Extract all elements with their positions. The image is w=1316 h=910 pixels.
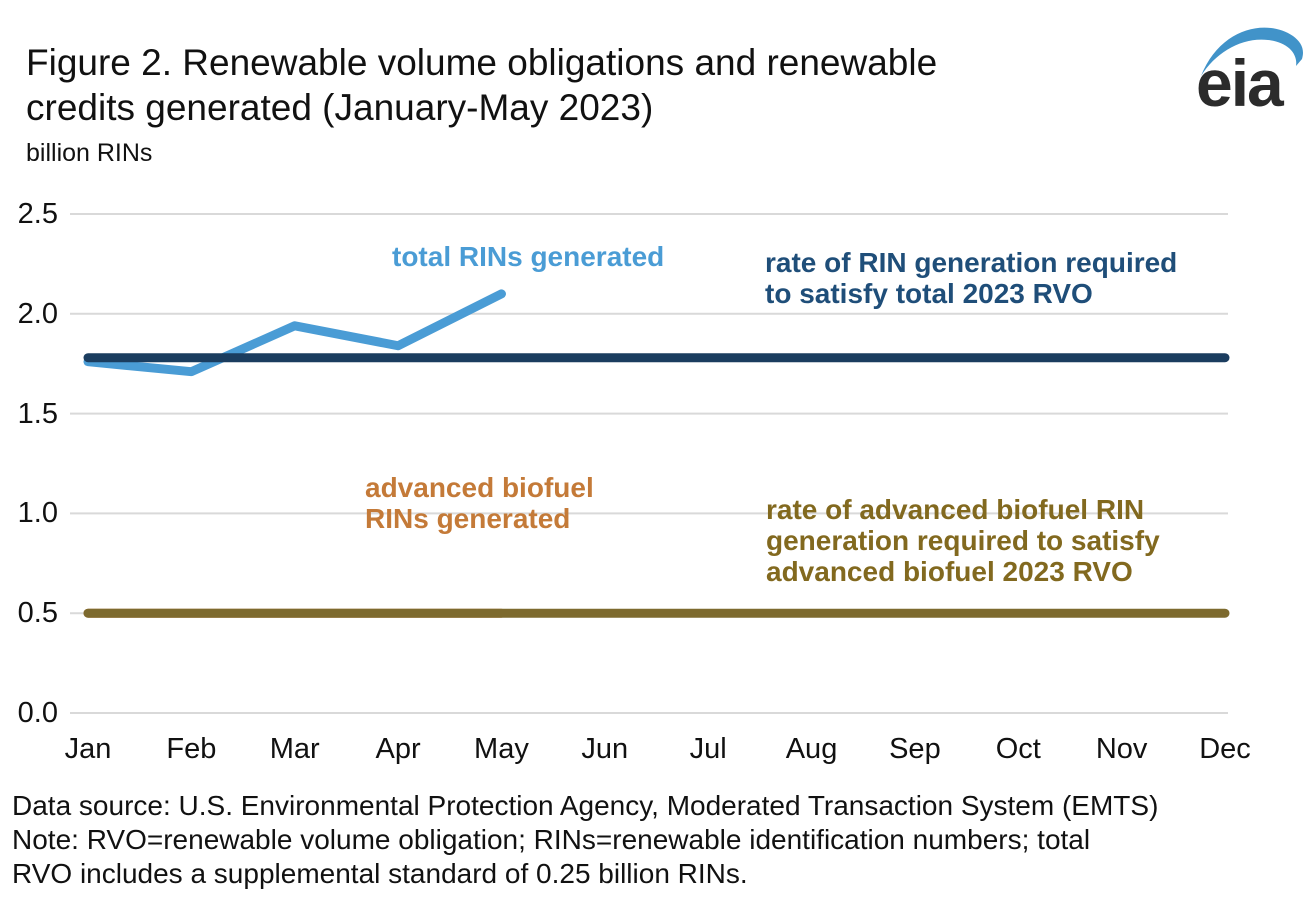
- x-tick-label: Nov: [1095, 733, 1148, 765]
- annotation-total-rvo-rate: rate of RIN generation required to satis…: [765, 247, 1178, 309]
- x-tick-label: Mar: [269, 733, 320, 765]
- y-tick-label: 1.5: [17, 397, 58, 430]
- x-tick-label: Sep: [889, 733, 941, 765]
- annotation-advanced-rins-generated: advanced biofuel RINs generated: [365, 472, 594, 534]
- eia-logo-graphic: eia: [1196, 27, 1303, 112]
- y-axis-units-label: billion RINs: [26, 139, 153, 167]
- y-tick-label: 0.0: [17, 697, 58, 729]
- x-tick-label: Apr: [375, 733, 421, 765]
- x-tick-label: Oct: [995, 733, 1041, 765]
- x-tick-label: Dec: [1199, 733, 1251, 765]
- footnotes: Data source: U.S. Environmental Protecti…: [12, 789, 1158, 891]
- annotation-advanced-rvo-rate: rate of advanced biofuel RIN generation …: [766, 494, 1160, 587]
- y-tick-label: 2.0: [17, 297, 58, 330]
- y-tick-label: 0.5: [17, 597, 58, 630]
- x-tick-label: Jul: [689, 733, 727, 765]
- x-tick-label: May: [474, 733, 529, 765]
- y-tick-label: 1.0: [17, 497, 58, 530]
- eia-logo: eia: [1196, 16, 1308, 112]
- y-tick-label: 2.5: [17, 198, 58, 230]
- x-tick-label: Aug: [785, 733, 838, 765]
- x-tick-label: Jan: [64, 733, 112, 765]
- eia-swoosh-icon: [1201, 27, 1303, 76]
- page-title: Figure 2. Renewable volume obligations a…: [26, 40, 937, 130]
- x-tick-label: Feb: [166, 733, 217, 765]
- annotation-total-rins-generated: total RINs generated: [392, 241, 665, 272]
- eia-logo-text: eia: [1196, 46, 1285, 112]
- x-tick-label: Jun: [581, 733, 629, 765]
- note-line2: Note: RVO=renewable volume obligation; R…: [12, 824, 1091, 855]
- data-source-note: Data source: U.S. Environmental Protecti…: [12, 790, 1159, 821]
- page-title-line1: Figure 2. Renewable volume obligations a…: [26, 42, 938, 83]
- note-line3: RVO includes a supplemental standard of …: [12, 858, 748, 889]
- series-line: [83, 289, 506, 377]
- page-title-line2: credits generated (January-May 2023): [26, 87, 654, 128]
